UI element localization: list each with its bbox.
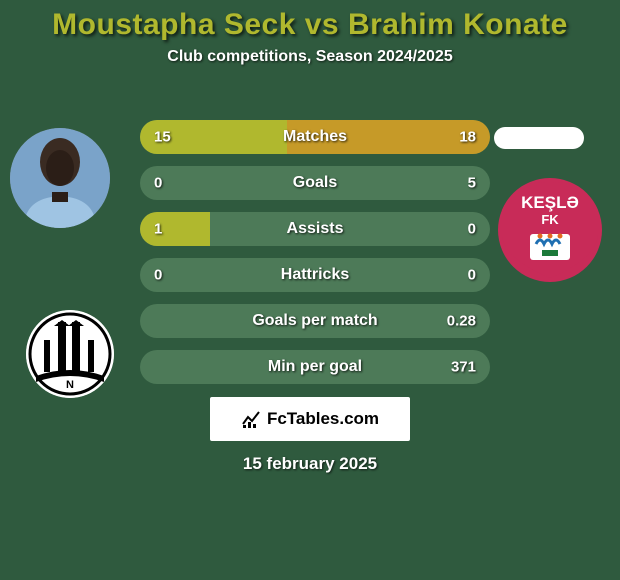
kesla-crest-icon: KEŞLƏ FK xyxy=(498,178,602,282)
comparison-date: 15 february 2025 xyxy=(243,454,377,474)
neftchi-crest-icon: N xyxy=(26,310,114,398)
attribution-badge: FcTables.com xyxy=(210,397,410,441)
comparison-bars: Matches1518Goals05Assists10Hattricks00Go… xyxy=(140,120,490,396)
stat-row: Hattricks 0 0 xyxy=(140,258,490,292)
comparison-subtitle: Club competitions, Season 2024/2025 xyxy=(0,48,620,66)
stat-row: Goals per match 0.28 xyxy=(140,304,490,338)
stat-row: Matches 15 18 xyxy=(140,120,490,154)
club-right-crest: KEŞLƏ FK xyxy=(498,178,602,282)
stat-value-right: 18 xyxy=(459,129,476,146)
stat-row: Goals 0 5 xyxy=(140,166,490,200)
stat-label: Min per goal xyxy=(268,358,362,376)
club-left-crest: N xyxy=(26,310,114,398)
attribution-text: FcTables.com xyxy=(267,409,379,429)
stat-bar-left xyxy=(140,212,210,246)
stat-label: Assists xyxy=(287,220,344,238)
stat-value-right: 0 xyxy=(468,267,476,284)
kesla-label: KEŞLƏ xyxy=(521,193,579,212)
stat-value-right: 5 xyxy=(468,175,476,192)
stat-row: Assists 1 0 xyxy=(140,212,490,246)
stat-label: Goals per match xyxy=(252,312,377,330)
svg-text:N: N xyxy=(66,379,74,391)
stat-value-right: 0 xyxy=(468,221,476,238)
stat-value-left: 0 xyxy=(154,175,162,192)
stat-label: Matches xyxy=(283,128,347,146)
stat-value-left: 0 xyxy=(154,267,162,284)
stat-value-right: 371 xyxy=(451,359,476,376)
comparison-title: Moustapha Seck vs Brahim Konate xyxy=(0,0,620,42)
kesla-label2: FK xyxy=(541,212,559,227)
stat-row: Min per goal 371 xyxy=(140,350,490,384)
stat-label: Goals xyxy=(293,174,337,192)
stat-label: Hattricks xyxy=(281,266,349,284)
stat-value-left: 1 xyxy=(154,221,162,238)
player-right-placeholder xyxy=(494,127,584,149)
stat-value-left: 15 xyxy=(154,129,171,146)
player-silhouette-icon xyxy=(10,128,110,228)
player-left-avatar xyxy=(10,128,110,228)
stat-value-right: 0.28 xyxy=(447,313,476,330)
chart-icon xyxy=(241,409,261,429)
